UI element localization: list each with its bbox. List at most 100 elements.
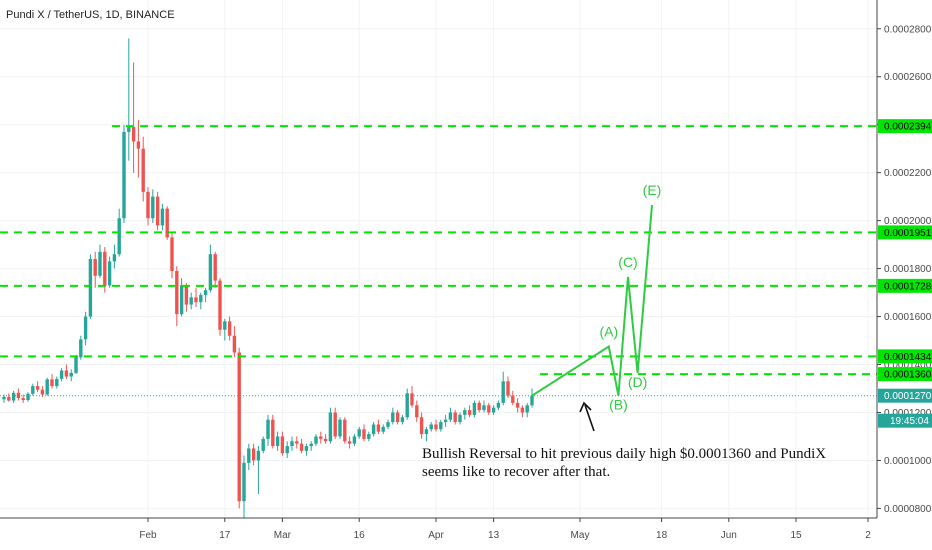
last-price-tag: 0.0001270 — [878, 388, 932, 403]
annotation-line-1: Bullish Reversal to hit previous daily h… — [422, 446, 826, 462]
candle-body — [491, 407, 496, 413]
candle-body — [64, 370, 69, 377]
candle-body — [309, 443, 313, 447]
candle-body — [304, 446, 309, 451]
candle-body — [136, 141, 141, 149]
y-tick-label: 0.0002800 — [884, 24, 932, 35]
candle-body — [11, 392, 16, 401]
level-tag-bg — [878, 225, 932, 240]
candle-body — [487, 405, 491, 413]
svg-text:19:45:04: 19:45:04 — [890, 416, 929, 427]
level-tag-label: 0.0001434 — [884, 352, 932, 363]
level-tag-label: 0.0001728 — [884, 281, 932, 292]
chart-title: Pundi X / TetherUS, 1D, BINANCE — [6, 9, 175, 21]
candles — [2, 38, 534, 528]
x-tick-label: 17 — [219, 530, 231, 541]
candle-body — [429, 424, 433, 430]
candle-body — [530, 395, 534, 406]
candle-body — [506, 381, 510, 396]
candle-body — [88, 259, 93, 317]
candle-body — [338, 419, 342, 437]
y-tick-label: 0.0001400 — [884, 360, 932, 371]
candle-body — [434, 424, 438, 430]
svg-text:0.0001270: 0.0001270 — [884, 391, 932, 402]
wave-label: (E) — [643, 182, 662, 198]
countdown-tag: 19:45:04 — [878, 413, 932, 428]
x-tick-label: Feb — [139, 530, 157, 541]
x-tick-label: May — [571, 530, 590, 541]
candle-body — [261, 438, 265, 451]
candle-body — [439, 422, 443, 430]
annotation-line-2: seems like to recover after that. — [422, 464, 610, 480]
candle-body — [280, 436, 285, 454]
candle-body — [194, 297, 198, 303]
candle-body — [405, 393, 409, 418]
candle-body — [7, 396, 11, 401]
candle-body — [237, 352, 241, 502]
x-tick-label: Apr — [428, 530, 444, 541]
candle-body — [266, 419, 270, 439]
y-tick-label: 0.0001200 — [884, 408, 932, 419]
grid — [0, 0, 877, 518]
y-tick-label: 0.0001800 — [884, 264, 932, 275]
candle-body — [386, 422, 390, 427]
candle-body — [347, 441, 352, 444]
candle-body — [501, 381, 505, 403]
candle-body — [175, 270, 179, 315]
candle-body — [93, 259, 97, 276]
candle-body — [357, 429, 361, 437]
candle-body — [79, 339, 83, 358]
candle-body — [218, 280, 222, 330]
y-tick-label: 0.0002600 — [884, 72, 932, 83]
y-tick-label: 0.0001000 — [884, 456, 932, 467]
candle-body — [50, 379, 54, 387]
candle-body — [247, 448, 251, 463]
candle-body — [107, 261, 112, 286]
candle-body — [285, 446, 289, 454]
candle-body — [525, 405, 529, 413]
candle-body — [251, 448, 256, 461]
candle-body — [98, 251, 102, 276]
x-tick-label: 15 — [790, 530, 802, 541]
candle-body — [424, 429, 429, 435]
candle-body — [55, 378, 59, 387]
candle-body — [59, 370, 64, 379]
candle-body — [275, 436, 280, 447]
candle-body — [141, 148, 145, 192]
wave-path — [531, 204, 653, 397]
candle-body — [314, 436, 318, 444]
candle-body — [223, 321, 227, 330]
candle-body — [443, 419, 448, 423]
candle-body — [299, 443, 304, 451]
annotation-arrow — [579, 401, 595, 432]
levels — [0, 125, 877, 376]
level-tag-label: 0.0001951 — [884, 228, 932, 239]
candle-body — [26, 393, 30, 401]
wave-line — [531, 204, 653, 397]
level-tag-bg — [878, 119, 932, 134]
candle-body — [256, 450, 261, 461]
y-tick-label: 0.0000800 — [884, 504, 932, 515]
x-tick-label: Mar — [274, 530, 292, 541]
candle-body — [213, 254, 217, 281]
x-tick-label: Jun — [721, 530, 737, 541]
candle-body — [328, 412, 333, 442]
candle-body — [103, 251, 107, 286]
candle-body — [496, 402, 501, 408]
candle-body — [74, 357, 78, 373]
candle-body — [242, 462, 246, 502]
level-tag-bg — [878, 278, 932, 293]
candle-body — [458, 414, 462, 423]
level-tag-label: 0.0002394 — [884, 122, 932, 133]
candle-body — [477, 402, 481, 411]
candle-body — [395, 412, 400, 423]
candle-body — [290, 441, 294, 447]
wave-label: (D) — [628, 374, 647, 390]
candle-body — [295, 441, 299, 444]
wave-label: (B) — [609, 397, 628, 413]
candle-body — [520, 407, 525, 413]
candle-body — [391, 412, 395, 423]
level-tag-label: 0.0001360 — [884, 370, 932, 381]
x-tick-label: 18 — [656, 530, 668, 541]
